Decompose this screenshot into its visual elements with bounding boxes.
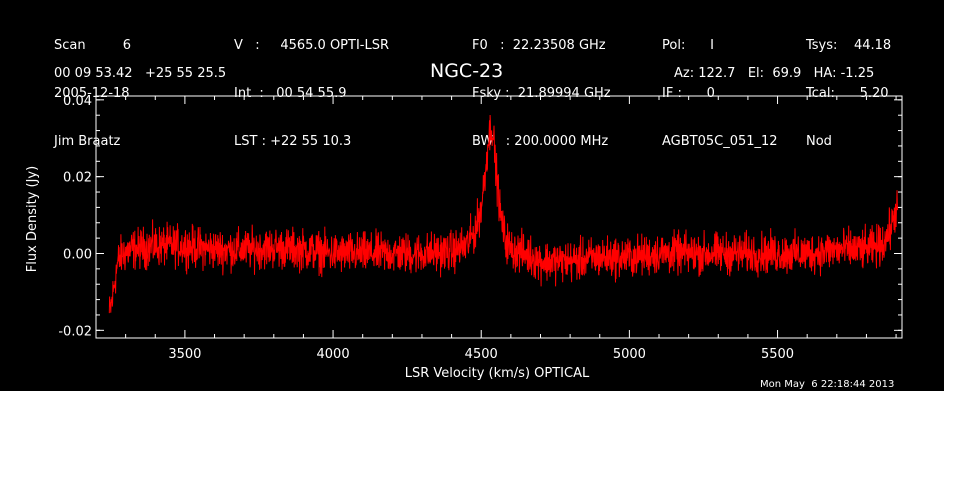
scan-number: Scan 6 [54,38,132,53]
if-value: IF : 0 [662,86,715,101]
spectrum-chart: 3500 4000 4500 5000 5500 -0.02 0.00 0.02 0.04 L… [25,94,903,381]
header-col-scan: Scan 6 2005-12-18 Jim Braatz [54,6,131,166]
integration-time: Int : 00 54 55.9 [234,86,347,101]
observer-name: Jim Braatz [54,134,121,149]
spectrum-trace [108,114,899,314]
tsys-value: Tsys: 44.18 [806,38,892,53]
x-tick-label: 4500 [465,347,498,362]
y-tick-label: 0.00 [63,247,92,262]
y-axis: -0.02 0.00 0.02 0.04 [58,94,902,339]
header-col-tsys: Tsys: 44.18 Tcal: 5.20 Nod [806,6,891,166]
y-axis-label: Flux Density (Jy) [25,166,40,272]
lst-value: LST : +22 55 10.3 [234,134,352,149]
y-tick-label: 0.02 [63,171,92,186]
x-axis-label: LSR Velocity (km/s) OPTICAL [405,366,590,381]
x-tick-label: 4000 [317,347,350,362]
y-tick-label: -0.02 [58,324,92,339]
x-axis: 3500 4000 4500 5000 5500 [125,96,897,362]
plot-frame [95,95,903,339]
velocity-value: V : 4565.0 OPTI-LSR [234,38,390,53]
az-el-ha: Az: 122.7 El: 69.9 HA: -1.25 [674,66,875,81]
obs-date: 2005-12-18 [54,86,130,101]
project-id: AGBT05C_051_12 [662,134,778,149]
header-col-frequency: F0 : 22.23508 GHz Fsky : 21.89994 GHz BW… [472,6,611,166]
f0-value: F0 : 22.23508 GHz [472,38,606,53]
x-tick-label: 5500 [761,347,794,362]
x-tick-label: 3500 [168,347,201,362]
x-tick-label: 5000 [613,347,646,362]
source-coordinates: 00 09 53.42 +25 55 25.5 [54,66,227,81]
mode-value: Nod [806,134,832,149]
plot-panel [0,0,944,391]
header-col-velocity: V : 4565.0 OPTI-LSR Int : 00 54 55.9 LST… [234,6,389,166]
header-col-pol: Pol: I IF : 0 AGBT05C_051_12 [662,6,778,166]
y-tick-label: 0.04 [63,94,92,109]
pol-value: Pol: I [662,38,714,53]
timestamp: Mon May 6 22:18:44 2013 [760,379,895,390]
source-name: NGC-23 [430,60,504,82]
fsky-value: Fsky : 21.89994 GHz [472,86,611,101]
